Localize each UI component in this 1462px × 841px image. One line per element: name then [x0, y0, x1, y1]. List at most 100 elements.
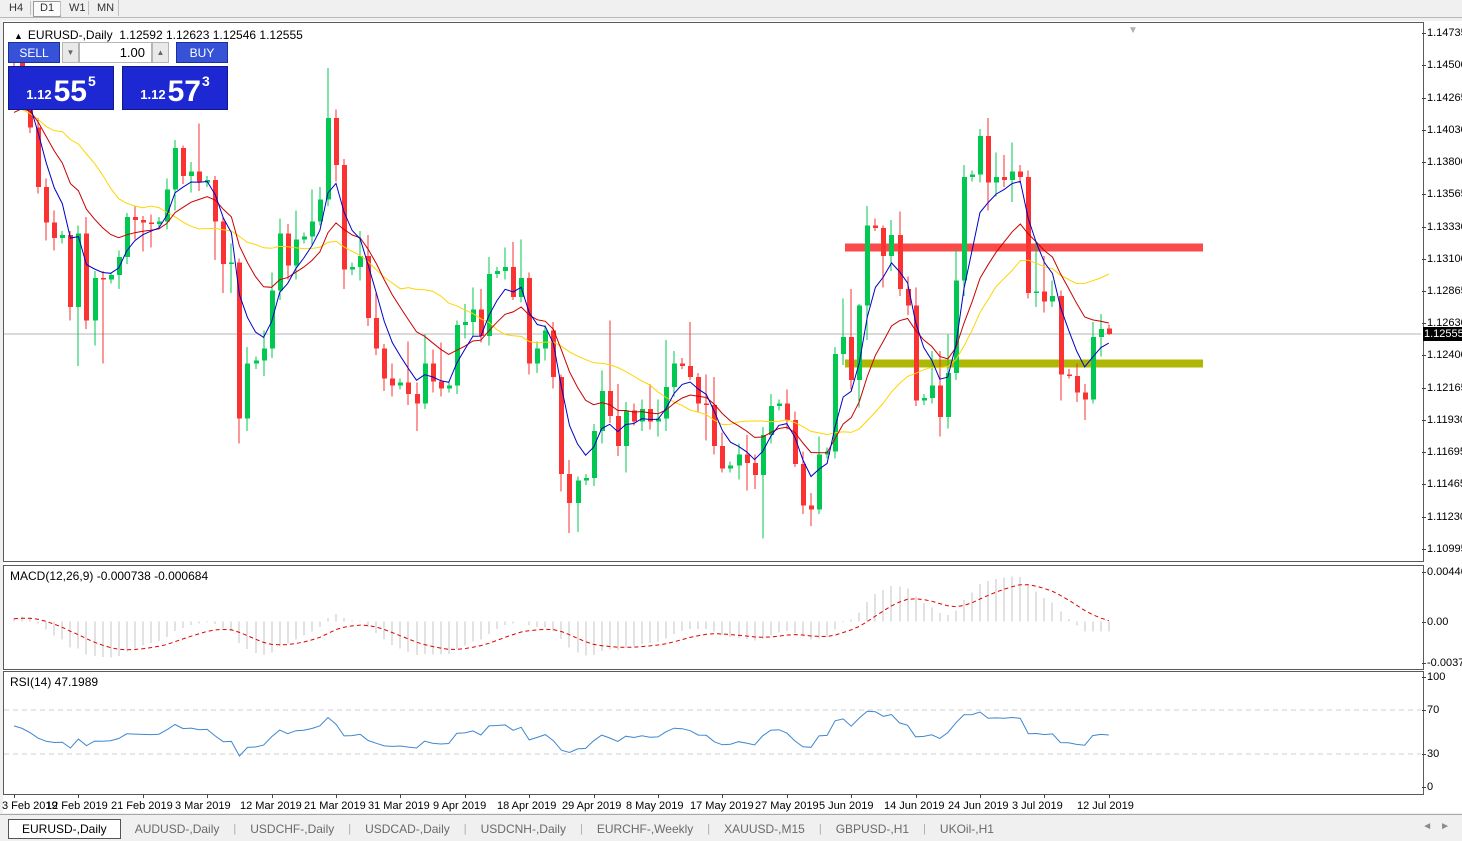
- chart-ohlc-values: 1.12592 1.12623 1.12546 1.12555: [119, 28, 303, 42]
- chart-tab-usdcnh[interactable]: USDCNH-,Daily: [480, 821, 566, 836]
- chart-tab-eurchf[interactable]: EURCHF-,Weekly: [596, 821, 694, 836]
- timeframe-button-d1[interactable]: D1: [33, 1, 62, 17]
- price-axis-tick: [1422, 162, 1426, 163]
- rsi-axis-label: 0: [1427, 781, 1434, 793]
- sell-button[interactable]: SELL: [8, 42, 60, 63]
- macd-axis-tick: [1422, 572, 1426, 573]
- volume-increase-button[interactable]: ▲: [152, 42, 169, 63]
- chart-tab-audusd[interactable]: AUDUSD-,Daily: [134, 821, 220, 836]
- macd-axis-label: -0.003715: [1427, 657, 1462, 669]
- date-axis-tick: [658, 794, 659, 798]
- price-axis-label: 1.11465: [1427, 478, 1462, 490]
- date-axis-tick: [14, 794, 15, 798]
- macd-axis-label: 0.004465: [1427, 566, 1462, 578]
- date-axis-label: 17 May 2019: [690, 800, 754, 812]
- date-axis-tick: [529, 794, 530, 798]
- price-axis-tick: [1422, 130, 1426, 131]
- chart-tab-gbpusd[interactable]: GBPUSD-,H1: [835, 821, 910, 836]
- date-axis-tick: [916, 794, 917, 798]
- price-chart-panel[interactable]: ▲ EURUSD-,Daily 1.12592 1.12623 1.12546 1…: [3, 22, 1424, 562]
- volume-input[interactable]: 1.00: [79, 42, 152, 63]
- date-axis-tick: [851, 794, 852, 798]
- price-axis-tick: [1422, 517, 1426, 518]
- rsi-axis-tick: [1422, 677, 1426, 678]
- date-axis-label: 31 Mar 2019: [368, 800, 430, 812]
- chart-window: ▲ EURUSD-,Daily 1.12592 1.12623 1.12546 1…: [3, 21, 1462, 813]
- price-axis-label: 1.13800: [1427, 156, 1462, 168]
- tab-divider: |: [707, 822, 711, 835]
- tab-divider: |: [579, 822, 583, 835]
- collapse-icon[interactable]: ▲: [14, 31, 23, 41]
- price-axis-tick: [1422, 420, 1426, 421]
- date-axis-tick: [78, 794, 79, 798]
- rsi-indicator-panel[interactable]: RSI(14) 47.1989: [3, 671, 1424, 795]
- date-axis-label: 29 Apr 2019: [562, 800, 622, 812]
- date-axis-label: 21 Feb 2019: [111, 800, 173, 812]
- rsi-axis-label: 70: [1427, 704, 1440, 716]
- date-axis-label: 14 Jun 2019: [884, 800, 945, 812]
- timeframe-button-w1[interactable]: W1: [69, 2, 86, 14]
- macd-label: MACD(12,26,9) -0.000738 -0.000684: [10, 569, 209, 583]
- toolbar-separator: [88, 1, 89, 15]
- date-axis-tick: [336, 794, 337, 798]
- chart-tab-eurusd[interactable]: EURUSD-,Daily: [8, 818, 121, 839]
- tab-scroll-arrows[interactable]: ◄►: [1422, 821, 1458, 832]
- macd-axis-label: 0.00: [1427, 616, 1449, 628]
- chart-tab-usdcad[interactable]: USDCAD-,Daily: [365, 821, 450, 836]
- date-axis-label: 24 Jun 2019: [948, 800, 1009, 812]
- date-axis-tick: [272, 794, 273, 798]
- toolbar-separator: [118, 0, 119, 16]
- price-axis-tick: [1422, 227, 1426, 228]
- timeframe-button-h4[interactable]: H4: [9, 2, 24, 14]
- chart-symbol-label: EURUSD-,Daily: [27, 28, 113, 42]
- rsi-axis-tick: [1422, 787, 1426, 788]
- price-axis-label: 1.10995: [1427, 543, 1462, 555]
- date-axis-tick: [465, 794, 466, 798]
- price-axis-tick: [1422, 452, 1426, 453]
- macd-chart[interactable]: [4, 566, 1421, 667]
- date-axis-tick: [787, 794, 788, 798]
- chart-tab-xauusd[interactable]: XAUUSD-,M15: [724, 821, 805, 836]
- sell-price-display[interactable]: 1.12 55 5: [8, 66, 114, 110]
- price-axis-label: 1.14030: [1427, 124, 1462, 136]
- buy-price-display[interactable]: 1.12 57 3: [122, 66, 228, 110]
- buy-price-sup: 3: [201, 73, 210, 89]
- price-axis-label: 1.11930: [1427, 414, 1462, 426]
- price-axis-tick: [1422, 259, 1426, 260]
- price-axis-tick: [1422, 98, 1426, 99]
- price-axis-tick: [1422, 33, 1426, 34]
- tab-divider: |: [348, 822, 352, 835]
- date-axis-label: 8 May 2019: [626, 800, 684, 812]
- chart-tab-usdchf[interactable]: USDCHF-,Daily: [250, 821, 335, 836]
- rsi-chart[interactable]: [4, 672, 1421, 792]
- buy-button[interactable]: BUY: [176, 42, 228, 63]
- date-axis-tick: [722, 794, 723, 798]
- price-axis-label: 1.12165: [1427, 382, 1462, 394]
- date-axis-label: 5 Jun 2019: [819, 800, 874, 812]
- rsi-label: RSI(14) 47.1989: [10, 675, 99, 689]
- date-axis-label: 21 Mar 2019: [304, 800, 366, 812]
- chart-tab-ukoil[interactable]: UKOil-,H1: [939, 821, 994, 836]
- chart-title: ▲ EURUSD-,Daily 1.12592 1.12623 1.12546 1…: [14, 28, 303, 42]
- price-axis-label: 1.14500: [1427, 59, 1462, 71]
- volume-decrease-button[interactable]: ▼: [62, 42, 79, 63]
- date-axis-label: 3 Mar 2019: [175, 800, 231, 812]
- date-axis-tick: [400, 794, 401, 798]
- date-axis-label: 18 Apr 2019: [497, 800, 557, 812]
- date-axis-label: 12 Jul 2019: [1077, 800, 1134, 812]
- price-axis-label: 1.13330: [1427, 221, 1462, 233]
- chart-shift-marker-icon[interactable]: ▼: [1128, 25, 1138, 36]
- date-axis-label: 3 Jul 2019: [1012, 800, 1063, 812]
- tab-divider: |: [463, 822, 467, 835]
- one-click-trading-panel: SELL ▼ 1.00 ▲ BUY 1.12 55 5 1.12 57 3: [8, 42, 228, 110]
- candlestick-chart[interactable]: [4, 23, 1421, 559]
- price-axis-tick: [1422, 549, 1426, 550]
- rsi-axis-label: 100: [1427, 671, 1446, 683]
- timeframe-button-mn[interactable]: MN: [97, 2, 115, 14]
- macd-indicator-panel[interactable]: MACD(12,26,9) -0.000738 -0.000684: [3, 565, 1424, 670]
- date-axis-tick: [1109, 794, 1110, 798]
- chart-tab-bar: EURUSD-,Daily AUDUSD-,Daily | USDCHF-,Daily…: [0, 814, 1462, 841]
- current-price-tag: 1.12555: [1423, 327, 1462, 341]
- price-axis-label: 1.12630: [1427, 317, 1462, 329]
